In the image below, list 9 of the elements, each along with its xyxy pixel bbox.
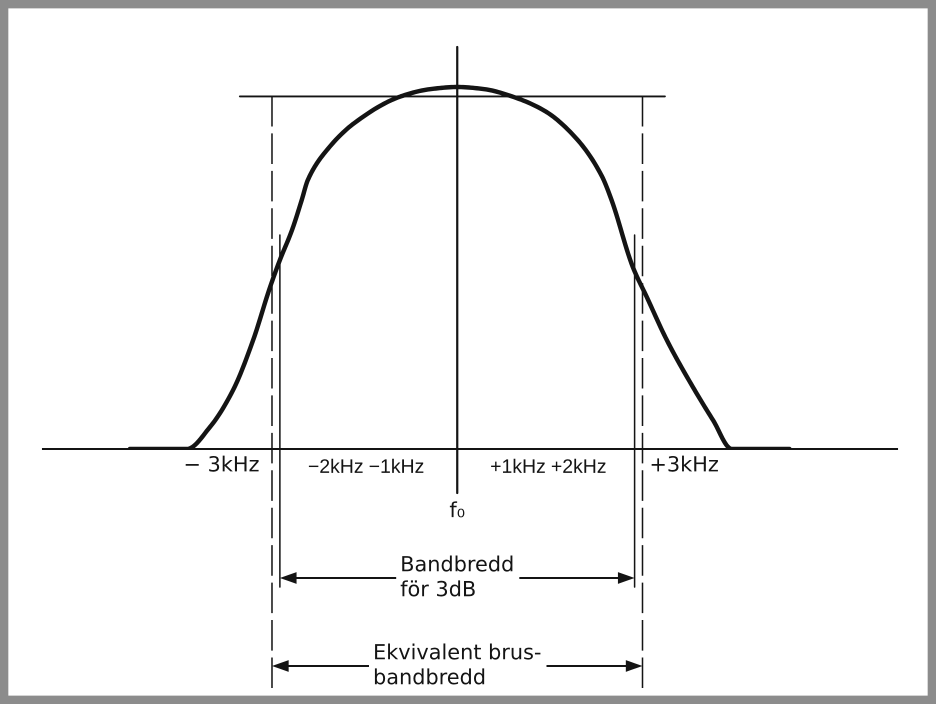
x-tick-label: +1kHz	[491, 458, 545, 473]
x-tick-label: −1kHz	[370, 458, 424, 473]
x-tick-label: +2kHz	[552, 458, 606, 473]
text: Bandbredd för 3dB	[400, 555, 512, 596]
x-tick-label: −2kHz	[308, 458, 363, 473]
ref-line-label: +3kHz	[652, 456, 718, 472]
text: Ekvivalent brus- bandbredd	[374, 643, 540, 684]
ref-line-label: f₀	[450, 501, 464, 518]
ref-line-label: − 3kHz	[186, 456, 259, 472]
